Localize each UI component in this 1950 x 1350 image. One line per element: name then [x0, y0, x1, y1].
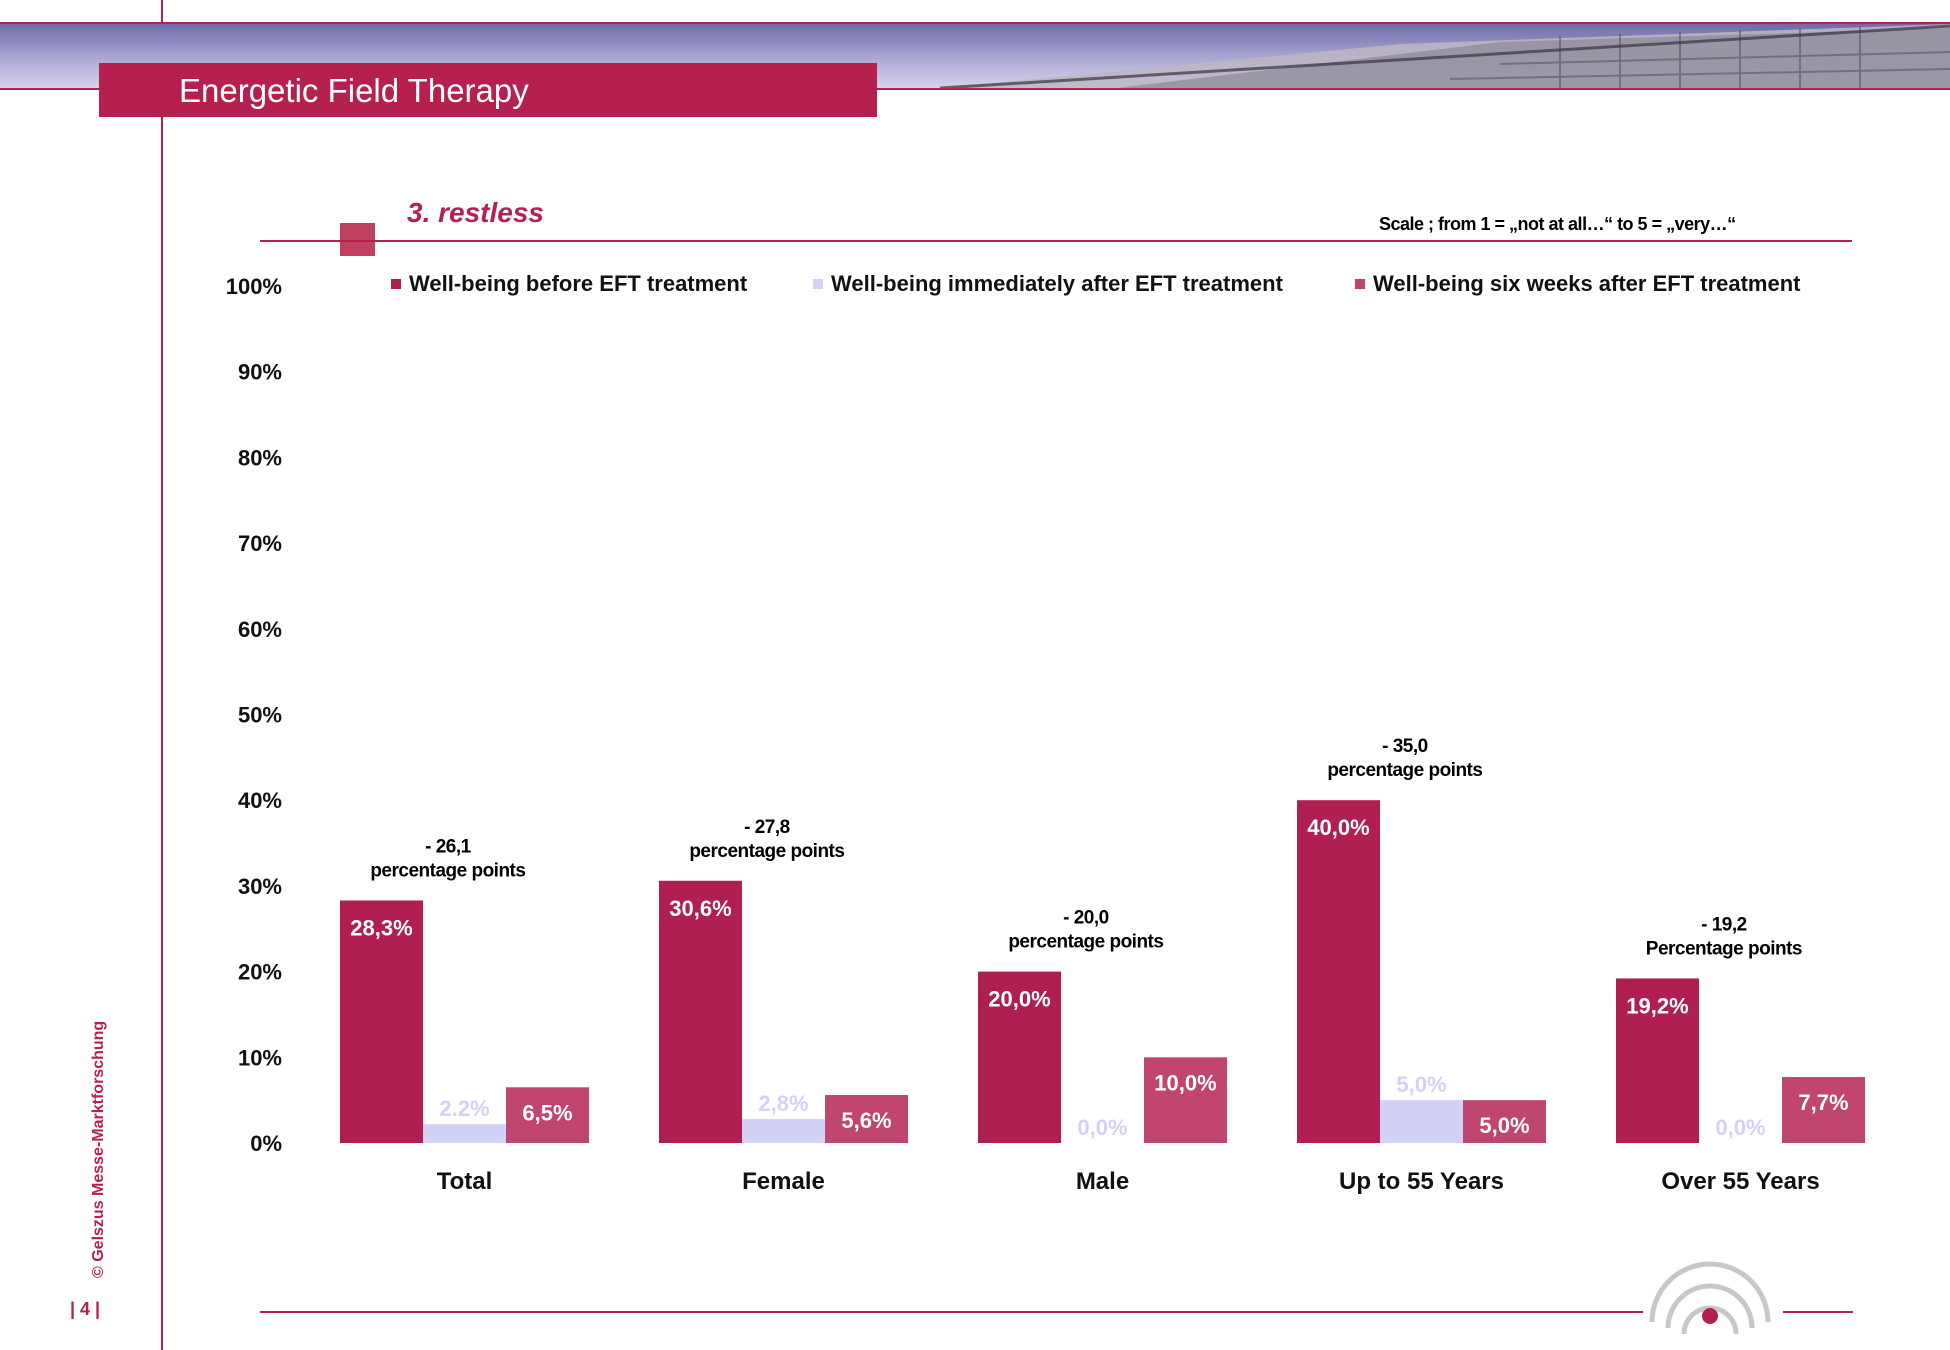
legend-item-six-weeks: Well-being six weeks after EFT treatment: [1355, 269, 1801, 299]
change-annotation-value: - 35,0: [1382, 736, 1428, 757]
data-label: 20,0%: [988, 987, 1050, 1012]
footer-rule-right: [1783, 1311, 1853, 1313]
x-category-label: Up to 55 Years: [1339, 1168, 1504, 1195]
y-tick-label: 70%: [238, 531, 282, 556]
bar-male-series-3: [1144, 1057, 1227, 1143]
change-annotation-value: - 26,1: [425, 836, 472, 857]
change-annotation-unit: Percentage points: [1646, 938, 1802, 959]
data-label: 5,6%: [841, 1108, 891, 1133]
y-tick-label: 100%: [226, 274, 282, 299]
data-label: 6,5%: [522, 1100, 572, 1125]
data-label: 28,3%: [350, 915, 412, 940]
scale-note: Scale ; from 1 = „not at all…“ to 5 = „v…: [1379, 214, 1736, 234]
y-tick-label: 0%: [250, 1131, 282, 1156]
change-annotation-value: - 20,0: [1063, 908, 1109, 929]
y-tick-label: 80%: [238, 445, 282, 470]
legend-swatch-immediately: [813, 279, 823, 289]
change-annotation-unit: percentage points: [370, 860, 525, 881]
legend-swatch-before: [391, 279, 401, 289]
signal-logo-icon: [1649, 1261, 1771, 1335]
page-number: | 4 |: [70, 1299, 101, 1319]
copyright-vertical: © Gelszus Messe-Marktforschung: [70, 1020, 130, 1280]
y-tick-label: 50%: [238, 703, 282, 728]
y-tick-label: 90%: [238, 360, 282, 385]
x-category-label: Over 55 Years: [1661, 1168, 1819, 1195]
data-label: 5,0%: [1396, 1072, 1446, 1097]
bar-male-series-1: [978, 971, 1061, 1143]
legend-label-six-weeks: Well-being six weeks after EFT treatment: [1373, 271, 1801, 296]
legend-item-immediately: Well-being immediately after EFT treatme…: [813, 269, 1283, 299]
x-category-label: Total: [437, 1168, 493, 1195]
bar-up-to-55-years-series-1: [1297, 800, 1380, 1143]
change-annotation-value: - 27,8: [744, 817, 790, 838]
legend-label-before: Well-being before EFT treatment: [409, 271, 748, 296]
change-annotation-unit: percentage points: [1008, 932, 1163, 953]
bar-over-55-years-series-3: [1782, 1077, 1865, 1143]
bar-female-series-1: [659, 880, 742, 1143]
change-annotation-value: - 19,2: [1701, 914, 1747, 935]
data-label: 19,2%: [1626, 993, 1688, 1018]
data-label: 5,0%: [1479, 1113, 1529, 1138]
bar-over-55-years-series-1: [1616, 978, 1699, 1143]
x-category-label: Female: [742, 1168, 825, 1195]
data-label: 10,0%: [1154, 1070, 1216, 1095]
y-tick-label: 40%: [238, 788, 282, 813]
bar-total-series-2: [423, 1124, 506, 1143]
subtitle-rule: [260, 240, 1852, 242]
subtitle-marker: [340, 223, 375, 256]
x-category-label: Male: [1076, 1168, 1129, 1195]
y-tick-label: 10%: [238, 1045, 282, 1070]
copyright-text: © Gelszus Messe-Marktforschung: [90, 1020, 107, 1278]
header-bottom-rule: [0, 88, 1950, 90]
y-tick-label: 20%: [238, 960, 282, 985]
bar-up-to-55-years-series-2: [1380, 1100, 1463, 1143]
data-label: 7,7%: [1798, 1090, 1848, 1115]
bar-female-series-3: [825, 1095, 908, 1143]
y-tick-label: 60%: [238, 617, 282, 642]
building-photo-graphic: [920, 24, 1950, 90]
data-label: 30,6%: [669, 896, 731, 921]
legend-label-immediately: Well-being immediately after EFT treatme…: [831, 271, 1283, 296]
data-label: 40,0%: [1307, 815, 1369, 840]
top-accent-rule: [0, 22, 1950, 24]
y-tick-label: 30%: [238, 874, 282, 899]
data-label: 0,0%: [1715, 1115, 1765, 1140]
title-bar: [99, 63, 877, 117]
bar-female-series-2: [742, 1119, 825, 1143]
header-image-band: [0, 24, 1950, 90]
bar-total-series-3: [506, 1087, 589, 1143]
footer-rule-left: [260, 1311, 1643, 1313]
data-label: 0,0%: [1077, 1115, 1127, 1140]
change-annotation-unit: percentage points: [1327, 760, 1482, 781]
chart-subtitle: 3. restless: [407, 197, 544, 228]
data-label: 2,8%: [758, 1091, 808, 1116]
bar-total-series-1: [340, 900, 423, 1143]
legend-swatch-six-weeks: [1355, 279, 1365, 289]
left-accent-rule: [161, 0, 163, 1350]
legend-item-before: Well-being before EFT treatment: [391, 269, 747, 299]
data-label: 2.2%: [439, 1096, 489, 1121]
page-title: Energetic Field Therapy: [179, 72, 529, 109]
change-annotation-unit: percentage points: [689, 841, 844, 862]
bar-up-to-55-years-series-3: [1463, 1100, 1546, 1143]
